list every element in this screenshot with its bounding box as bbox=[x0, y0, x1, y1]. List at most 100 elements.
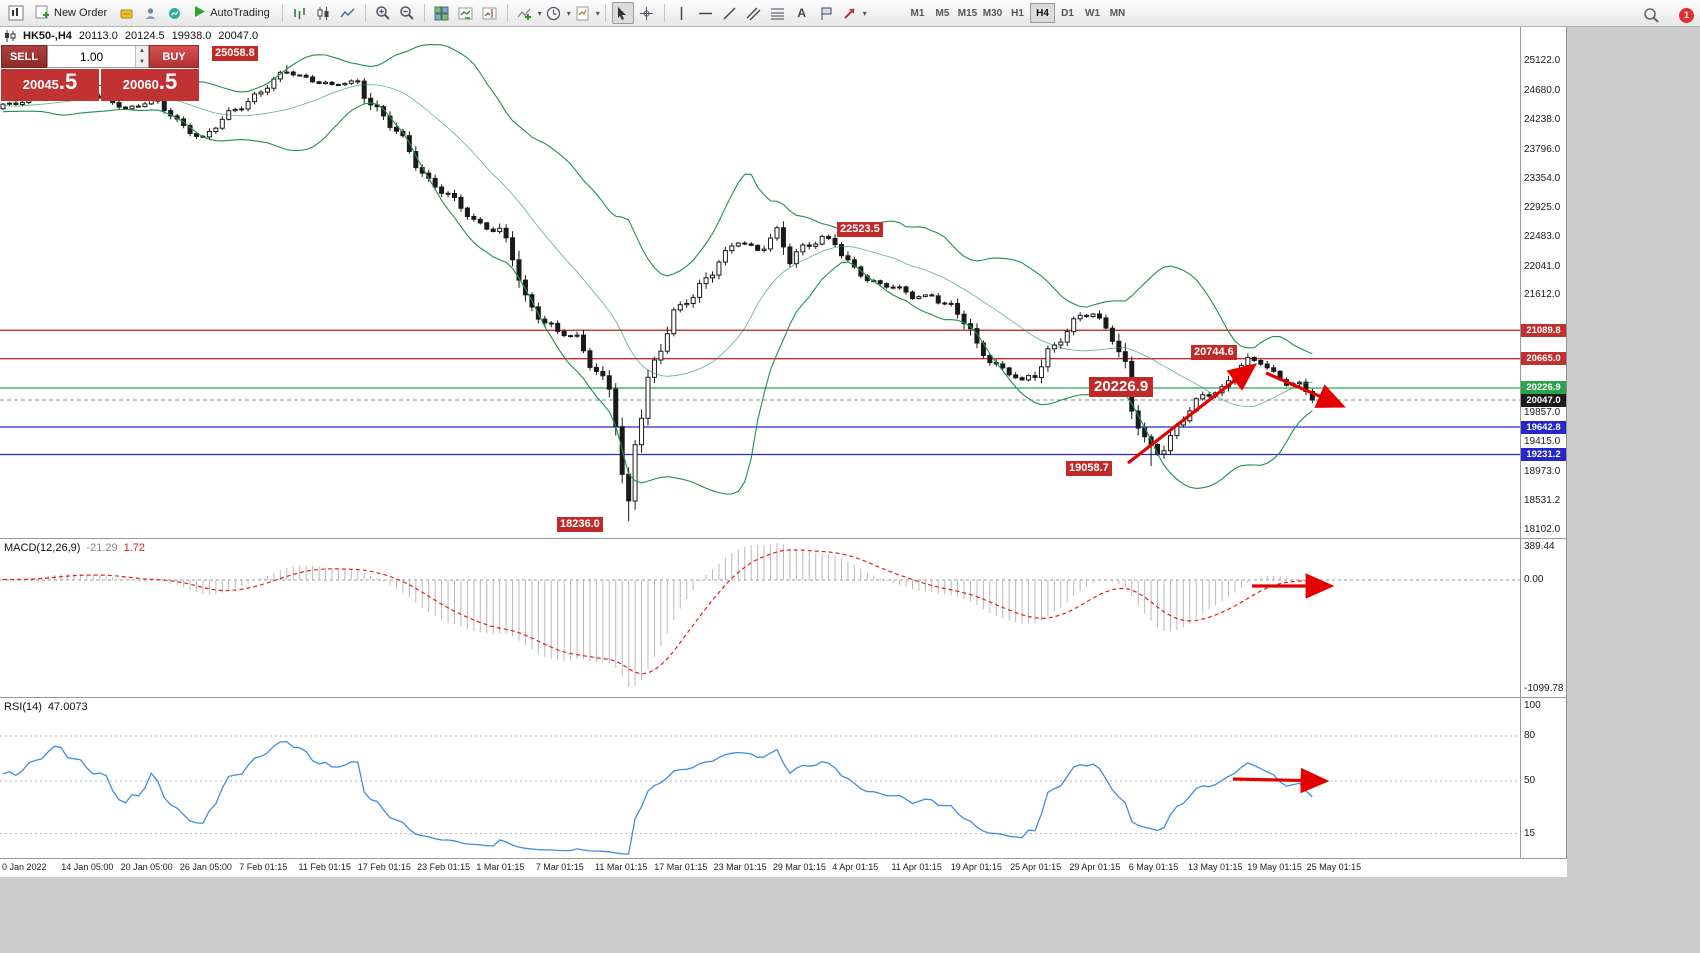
price-scale-label: 18531.2 bbox=[1524, 495, 1561, 507]
zoom-out-icon[interactable] bbox=[396, 2, 418, 24]
time-axis-label: 29 Apr 01:15 bbox=[1069, 862, 1121, 872]
price-scale-label: 23354.0 bbox=[1524, 173, 1561, 185]
volume-decrease-button[interactable]: ▼ bbox=[136, 56, 148, 67]
trendline-tool-icon[interactable] bbox=[719, 2, 741, 24]
time-axis-label: 23 Mar 01:15 bbox=[713, 862, 767, 872]
time-axis-label: 4 Apr 01:15 bbox=[832, 862, 879, 872]
vertical-line-tool-icon[interactable] bbox=[671, 2, 693, 24]
timeframe-m1[interactable]: M1 bbox=[910, 7, 925, 19]
crosshair-icon[interactable] bbox=[636, 2, 658, 24]
timeframe-d1[interactable]: D1 bbox=[1061, 7, 1074, 19]
price-annotation[interactable]: 20744.6 bbox=[1191, 345, 1237, 360]
horizontal-line-tool-icon[interactable] bbox=[695, 2, 717, 24]
timeframe-m15[interactable]: M15 bbox=[957, 7, 978, 19]
price-annotation[interactable]: 19058.7 bbox=[1066, 461, 1112, 476]
templates-icon[interactable] bbox=[572, 2, 594, 24]
price-annotation[interactable]: 20226.9 bbox=[1089, 377, 1154, 397]
metaeditor-icon[interactable] bbox=[115, 2, 137, 24]
buy-price-display[interactable]: 20060.5 bbox=[101, 69, 199, 101]
chart-window-icon[interactable] bbox=[5, 2, 27, 24]
volume-increase-button[interactable]: ▲ bbox=[136, 46, 148, 57]
toolbar-separator bbox=[604, 4, 606, 22]
time-axis-label: 7 Mar 01:15 bbox=[535, 862, 584, 872]
chart-canvas[interactable] bbox=[0, 27, 1567, 877]
time-axis-label: 11 Apr 01:15 bbox=[891, 862, 942, 872]
time-axis-label: 19 Apr 01:15 bbox=[950, 862, 1002, 872]
market-icon[interactable] bbox=[139, 2, 161, 24]
price-level-tag: 20665.0 bbox=[1521, 352, 1566, 366]
channel-tool-icon[interactable] bbox=[743, 2, 765, 24]
macd-signal-value: 1.72 bbox=[123, 542, 146, 554]
time-axis-label: 19 May 01:15 bbox=[1247, 862, 1302, 872]
volume-input-group: ▲ ▼ bbox=[47, 45, 149, 68]
price-scale-label: 19415.0 bbox=[1524, 436, 1561, 448]
price-annotation[interactable]: 18236.0 bbox=[557, 517, 603, 532]
timeframe-h4[interactable]: H4 bbox=[1030, 3, 1055, 23]
macd-scale-bottom: -1099.78 bbox=[1524, 683, 1564, 694]
periods-dropdown-icon[interactable]: ▾ bbox=[566, 8, 571, 18]
price-level-tag: 19231.2 bbox=[1521, 447, 1566, 461]
time-axis-label: 17 Feb 01:15 bbox=[357, 862, 411, 872]
timeframe-m30[interactable]: M30 bbox=[982, 7, 1003, 19]
zoom-in-icon[interactable] bbox=[372, 2, 394, 24]
price-annotation[interactable]: 25058.8 bbox=[212, 46, 258, 61]
arrows-tool-icon[interactable] bbox=[839, 2, 861, 24]
mini-candle-icon bbox=[5, 30, 16, 42]
search-icon[interactable] bbox=[1640, 4, 1662, 26]
text-tool-icon[interactable]: A bbox=[797, 6, 807, 20]
time-axis-label: 29 Mar 01:15 bbox=[772, 862, 826, 872]
time-axis-label: 6 May 01:15 bbox=[1128, 862, 1179, 872]
price-scale-label: 18102.0 bbox=[1524, 523, 1561, 535]
volume-input[interactable] bbox=[48, 46, 135, 67]
sell-price-display[interactable]: 20045.5 bbox=[1, 69, 99, 101]
new-order-icon bbox=[35, 4, 50, 22]
price-level-tag: 20226.9 bbox=[1521, 381, 1566, 395]
symbol-ohlc-info: HK50-,H4 20113.0 20124.5 19938.0 20047.0 bbox=[4, 30, 258, 42]
bar-chart-icon[interactable] bbox=[289, 2, 311, 24]
price-level-tag: 20047.0 bbox=[1521, 393, 1566, 407]
toolbar-right: 1 bbox=[1639, 4, 1694, 26]
time-axis-label: 1 Mar 01:15 bbox=[476, 862, 525, 872]
macd-scale-zero: 0.00 bbox=[1524, 574, 1544, 585]
periods-clock-icon[interactable] bbox=[543, 2, 565, 24]
cursor-icon[interactable] bbox=[611, 2, 634, 24]
price-annotation[interactable]: 22523.5 bbox=[837, 222, 883, 237]
line-chart-icon[interactable] bbox=[337, 2, 359, 24]
sell-button[interactable]: SELL bbox=[1, 45, 47, 68]
timeframe-h1[interactable]: H1 bbox=[1011, 7, 1024, 19]
timeframe-mn[interactable]: MN bbox=[1109, 7, 1126, 19]
time-axis-label: 20 Jan 05:00 bbox=[120, 862, 173, 872]
macd-main-value: -21.29 bbox=[86, 542, 118, 554]
label-tool-icon[interactable] bbox=[815, 2, 837, 24]
timeframe-m5[interactable]: M5 bbox=[935, 7, 950, 19]
tile-windows-icon[interactable] bbox=[431, 2, 453, 24]
auto-scroll-icon[interactable] bbox=[455, 2, 477, 24]
indicators-dropdown-icon[interactable]: ▾ bbox=[537, 8, 542, 18]
time-axis-label: 11 Feb 01:15 bbox=[298, 862, 351, 872]
arrows-dropdown-icon[interactable]: ▾ bbox=[862, 8, 867, 18]
chart-shift-icon[interactable] bbox=[479, 2, 501, 24]
timeframe-toolbar: M1 M5 M15 M30 H1 H4 D1 W1 MN bbox=[905, 3, 1130, 23]
time-axis[interactable]: 0 Jan 2022 14 Jan 05:00 20 Jan 05:00 26 Jan… bbox=[0, 858, 1567, 877]
new-order-button[interactable]: New Order bbox=[28, 2, 114, 24]
price-scale-label: 22483.0 bbox=[1524, 231, 1561, 243]
price-big-digits: .5 bbox=[58, 69, 78, 94]
price-scale-label: 21612.0 bbox=[1524, 289, 1561, 301]
rsi-scale-label: 50 bbox=[1524, 775, 1536, 786]
time-axis-label: 7 Feb 01:15 bbox=[239, 862, 288, 872]
toolbar-separator bbox=[663, 4, 665, 22]
price-small-digits: 20045 bbox=[22, 77, 59, 92]
signals-icon[interactable] bbox=[163, 2, 185, 24]
templates-dropdown-icon[interactable]: ▾ bbox=[595, 8, 600, 18]
autotrading-button[interactable]: AutoTrading bbox=[186, 2, 277, 24]
notification-badge[interactable]: 1 bbox=[1679, 7, 1694, 23]
candlestick-chart-icon[interactable] bbox=[313, 2, 335, 24]
indicators-icon[interactable] bbox=[514, 2, 536, 24]
rsi-scale-label: 15 bbox=[1524, 827, 1536, 839]
fibonacci-tool-icon[interactable] bbox=[767, 2, 789, 24]
time-axis-label: 26 Jan 05:00 bbox=[179, 862, 232, 872]
timeframe-w1[interactable]: W1 bbox=[1085, 7, 1100, 19]
buy-button[interactable]: BUY bbox=[149, 45, 199, 68]
macd-name: MACD(12,26,9) bbox=[4, 542, 81, 554]
close-value: 20047.0 bbox=[218, 30, 259, 42]
